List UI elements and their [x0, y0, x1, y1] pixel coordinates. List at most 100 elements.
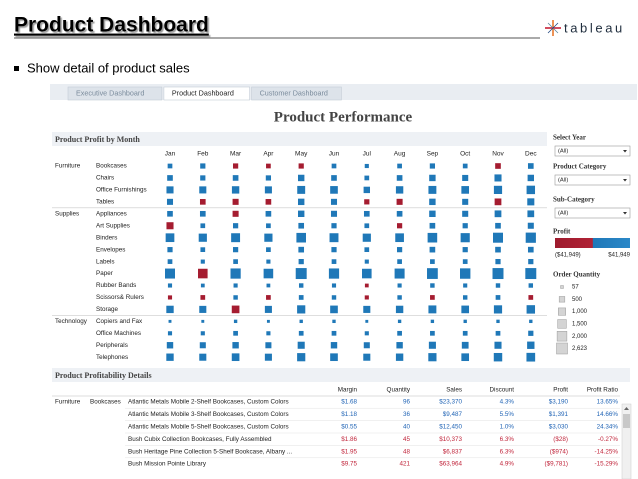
profit-square	[198, 268, 208, 279]
profit-square	[200, 175, 206, 181]
filter-dropdown[interactable]	[554, 174, 631, 186]
profit-square	[231, 186, 240, 194]
profit-square	[266, 295, 271, 300]
profit-square	[328, 268, 340, 279]
profit-square	[395, 353, 404, 361]
profit-square	[166, 198, 174, 205]
column-header: Quantity	[387, 387, 411, 394]
profit-square	[233, 259, 238, 264]
profit-square	[266, 223, 271, 229]
subcategory-label: Peripherals	[96, 342, 128, 349]
slide-title: Product Dashboard	[14, 14, 209, 37]
scrollbar-thumb[interactable]	[623, 414, 630, 428]
profit-square	[462, 210, 469, 217]
value-cell: $1.18	[341, 411, 357, 418]
column-header: Margin	[338, 387, 358, 394]
profit-square	[363, 342, 370, 349]
scrollbar-track[interactable]	[621, 403, 632, 479]
product-cell: Bush Cubix Collection Bookcases, Fully A…	[128, 436, 272, 443]
profit-square	[493, 305, 503, 314]
profit-square	[428, 305, 437, 314]
profit-square	[463, 319, 467, 324]
value-cell: -0.27%	[598, 436, 618, 443]
profit-square	[492, 232, 504, 243]
value-cell: $0.55	[341, 423, 357, 430]
profit-square	[167, 331, 173, 336]
category-label: Supplies	[55, 210, 79, 217]
profit-square	[297, 185, 306, 194]
value-cell: 36	[403, 411, 411, 418]
profit-square	[495, 163, 501, 169]
profit-square	[397, 319, 402, 324]
profit-square	[429, 246, 436, 253]
profit-square	[526, 185, 536, 195]
profit-square	[429, 198, 436, 206]
value-cell: 40	[403, 423, 411, 430]
subcategory-label: Storage	[96, 306, 119, 313]
profit-square	[167, 175, 173, 181]
profit-square	[266, 163, 271, 169]
profit-square	[461, 305, 470, 314]
profit-square	[297, 341, 305, 349]
month-label: Feb	[197, 151, 209, 158]
profit-square	[200, 331, 205, 336]
profit-square	[430, 295, 435, 300]
profit-square	[331, 163, 337, 169]
profit-square	[430, 330, 435, 336]
profit-square	[496, 319, 500, 324]
product-cell: Bush Heritage Pine Collection 5-Shelf Bo…	[128, 448, 292, 455]
filter-label: Select Year	[553, 134, 586, 142]
profit-square	[462, 247, 468, 253]
subcategory-label: Copiers and Fax	[96, 318, 143, 325]
subcategory-label: Labels	[96, 258, 115, 265]
profit-square	[297, 198, 305, 206]
profit-square	[396, 198, 403, 205]
tab-label: Product Dashboard	[172, 88, 234, 97]
profit-square	[231, 233, 241, 243]
column-header: Discount	[490, 387, 515, 394]
value-cell: $3,030	[549, 423, 569, 430]
profit-square	[364, 247, 370, 253]
size-legend-square	[556, 342, 568, 355]
profit-square	[365, 319, 369, 323]
bullet-marker	[14, 66, 19, 71]
profit-square	[526, 352, 536, 362]
profit-square	[363, 353, 371, 361]
profit-square	[266, 331, 271, 336]
profit-square	[166, 222, 174, 230]
profit-square	[394, 268, 405, 279]
profit-square	[460, 268, 471, 279]
profit-square	[330, 210, 338, 217]
profit-square	[199, 305, 207, 313]
profit-square	[495, 258, 501, 265]
tab-label: Customer Dashboard	[260, 88, 328, 97]
tab[interactable]	[251, 86, 342, 101]
profit-square	[427, 268, 438, 279]
profit-square	[495, 330, 501, 336]
size-legend-title: Order Quantity	[553, 271, 601, 279]
profit-square	[199, 353, 207, 361]
value-cell: $23,370	[439, 399, 462, 406]
tab[interactable]	[67, 86, 163, 101]
profit-square	[492, 268, 504, 280]
profit-square	[525, 232, 536, 243]
profit-square	[199, 199, 206, 205]
profit-square	[463, 283, 468, 288]
profit-square	[396, 210, 403, 217]
month-label: Mar	[230, 151, 242, 158]
profit-square	[231, 305, 240, 314]
tab[interactable]	[163, 86, 250, 101]
profit-square	[364, 259, 369, 264]
profit-square	[529, 319, 533, 324]
value-cell: $3,190	[549, 399, 569, 406]
subcategory-label: Appliances	[96, 210, 127, 217]
category-label: Furniture	[55, 163, 81, 170]
profit-square	[528, 258, 534, 265]
filter-dropdown[interactable]	[554, 145, 631, 157]
logo-text: tableau	[564, 20, 625, 35]
profit-square	[493, 352, 503, 362]
scroll-up-arrow[interactable]	[624, 407, 629, 410]
profit-square	[167, 295, 173, 300]
size-legend-label: 57	[572, 285, 579, 291]
filter-dropdown[interactable]	[554, 207, 631, 219]
